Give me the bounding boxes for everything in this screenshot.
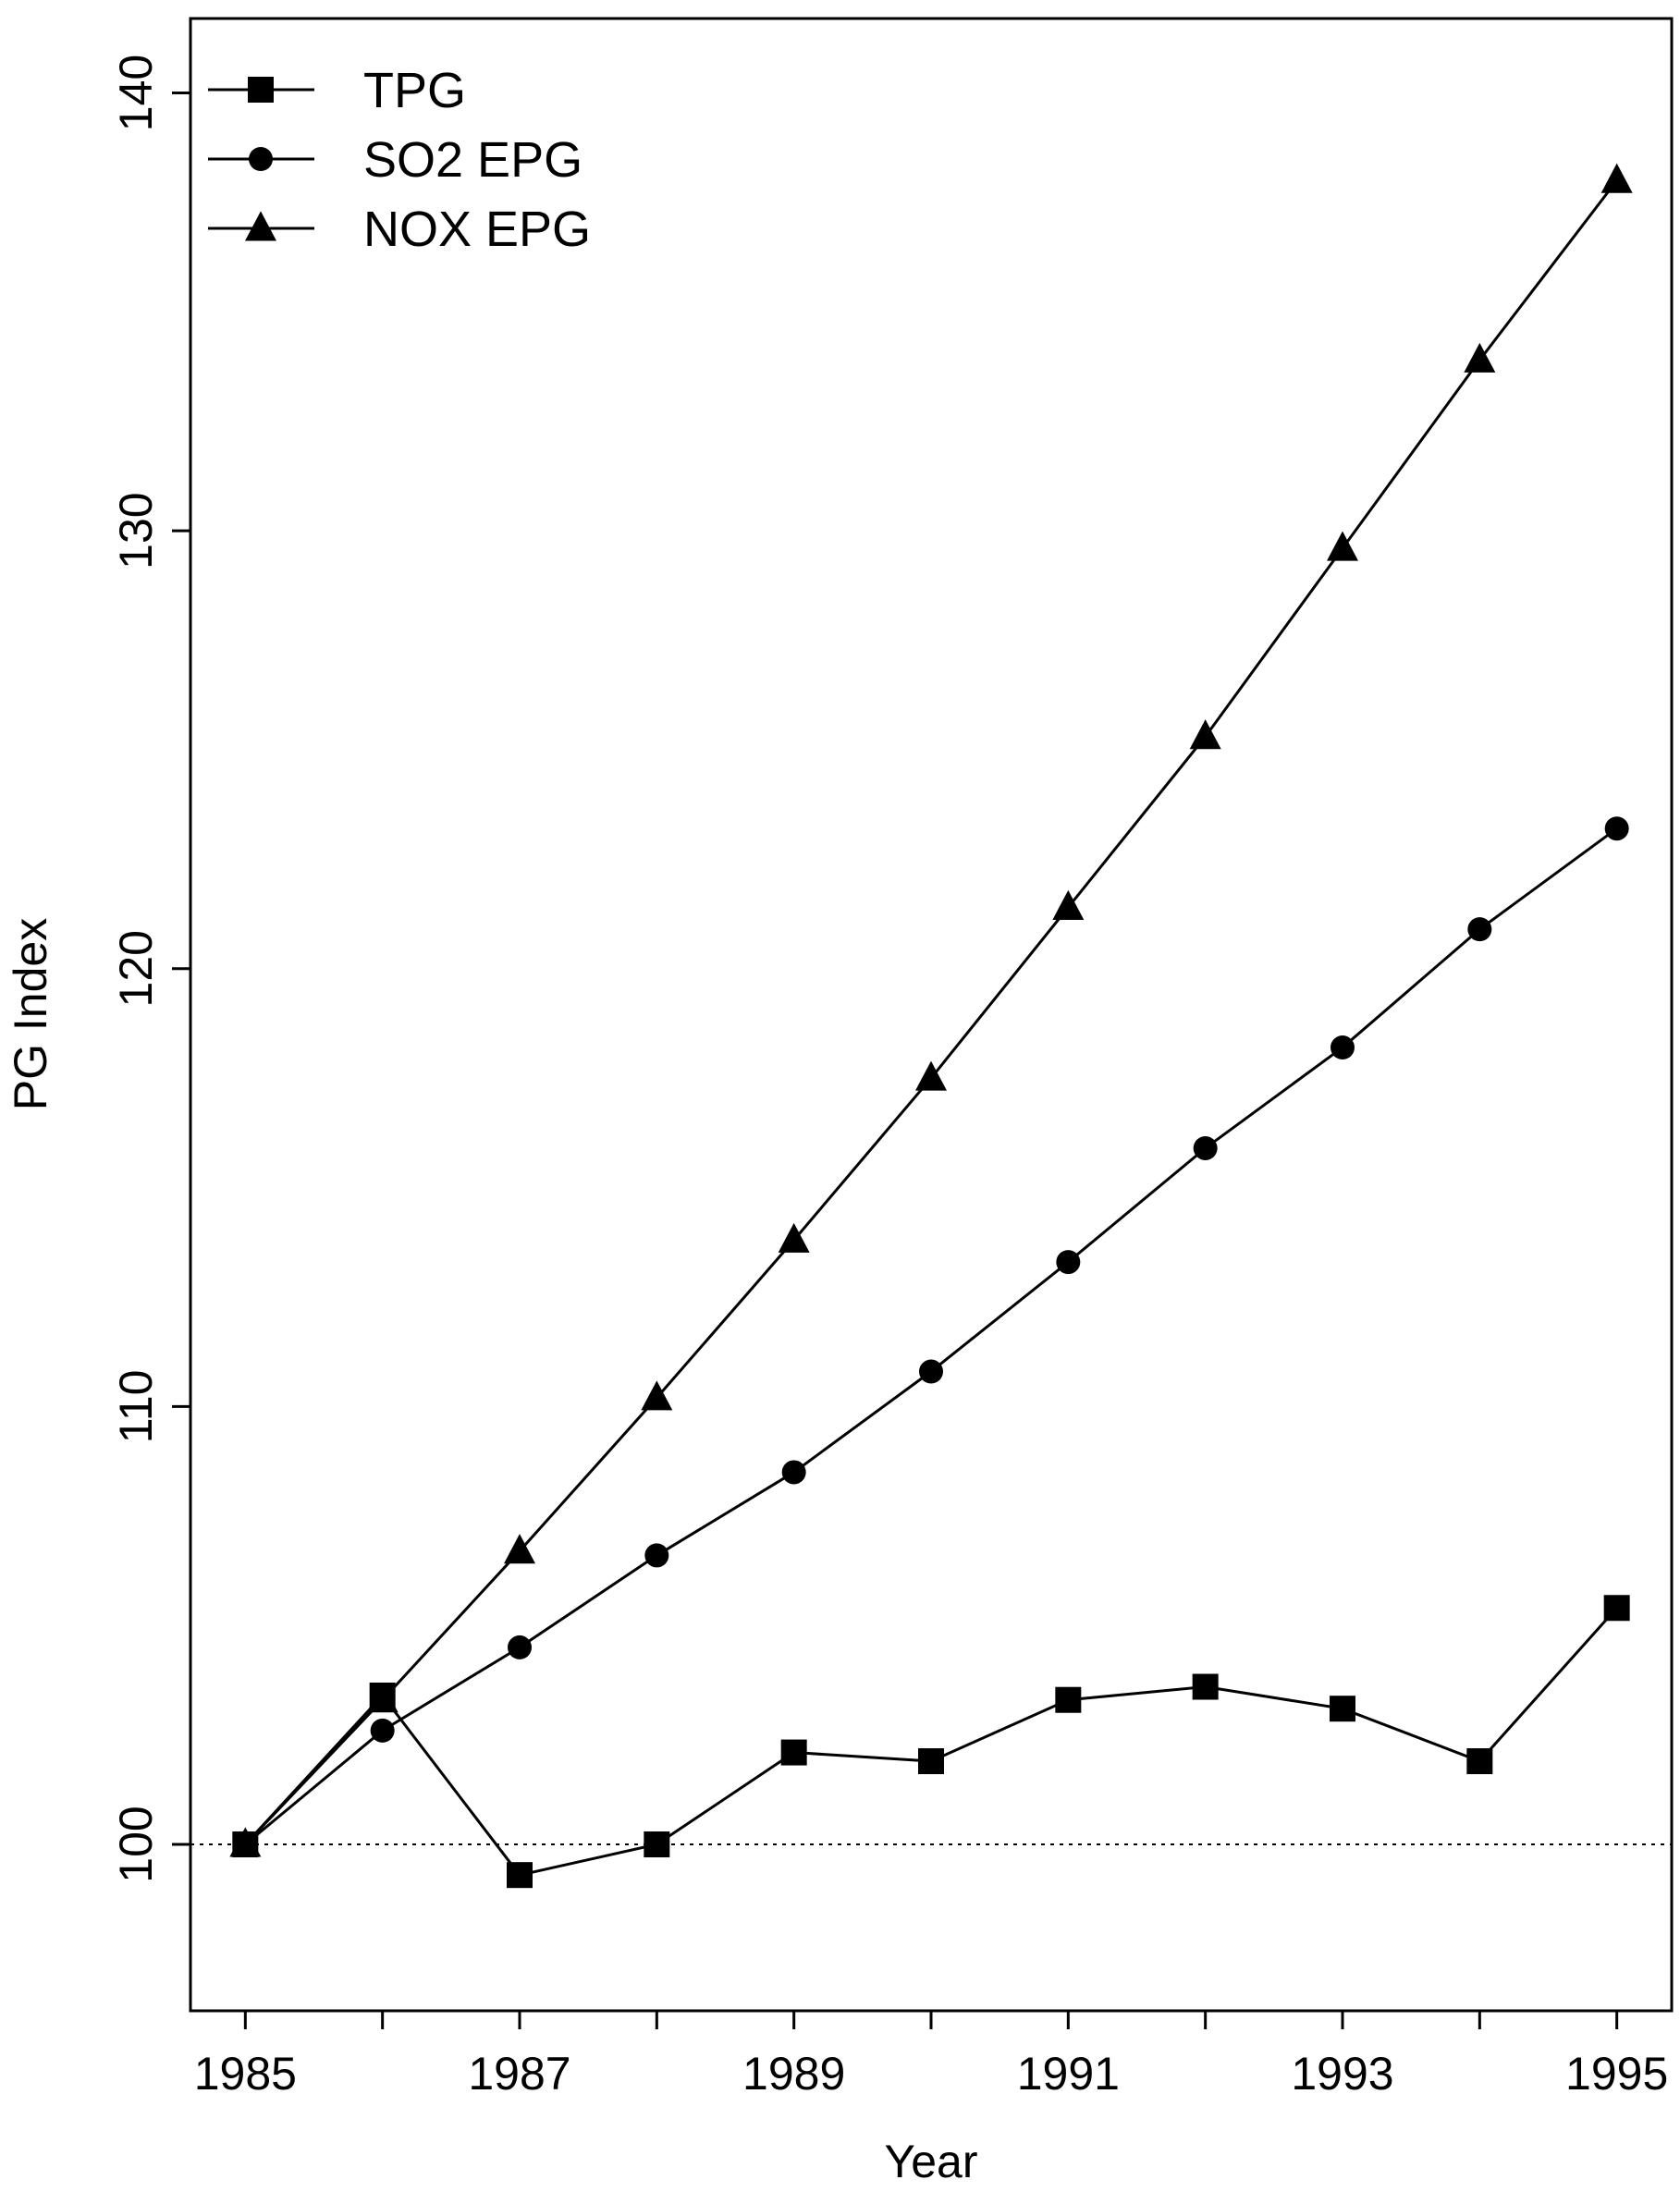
data-point [1055, 1686, 1082, 1713]
data-point [1327, 531, 1358, 561]
legend-item: NOX EPG [208, 202, 591, 257]
data-point [641, 1380, 673, 1411]
data-point [778, 1222, 810, 1253]
data-point [1189, 719, 1221, 750]
y-tick-label: 130 [110, 492, 162, 569]
data-point [370, 1718, 395, 1743]
data-point [229, 1827, 262, 1857]
legend-label: TPG [363, 63, 466, 118]
data-point [781, 1460, 806, 1485]
data-point [366, 1683, 399, 1713]
y-axis: 100 110 120 130 140 [110, 55, 190, 1883]
x-tick-label: 1993 [1291, 2048, 1393, 2100]
series-line [244, 179, 1618, 1846]
series-nox-epg [229, 163, 1633, 1857]
data-point [1604, 816, 1629, 841]
x-tick-label: 1987 [468, 2048, 570, 2100]
legend-item: TPG [208, 63, 466, 118]
data-point [1466, 1748, 1493, 1775]
legend-item: SO2 EPG [208, 132, 582, 188]
y-tick-label: 110 [110, 1370, 162, 1444]
y-axis-title: PG Index [5, 918, 56, 1110]
data-point [918, 1748, 944, 1775]
legend-marker [249, 147, 273, 171]
legend-marker [248, 77, 274, 103]
data-point [507, 1862, 533, 1889]
data-point [1467, 917, 1492, 942]
series-so2-epg [233, 816, 1629, 1857]
x-axis-title: Year [884, 2136, 977, 2187]
x-tick-label: 1991 [1017, 2048, 1120, 2100]
data-point [1331, 1035, 1355, 1060]
data-point [1600, 163, 1633, 193]
x-axis: 1985 1987 1989 1991 1993 1995 [194, 2011, 1668, 2100]
y-tick-label: 120 [110, 930, 162, 1007]
data-point [1056, 1250, 1081, 1275]
x-tick-label: 1985 [194, 2048, 297, 2100]
legend: TPG SO2 EPG NOX EPG [208, 63, 591, 257]
legend-marker [245, 211, 276, 241]
data-point [1192, 1673, 1219, 1700]
data-point [644, 1831, 670, 1858]
y-tick-label: 140 [110, 55, 162, 131]
data-point [1330, 1696, 1355, 1722]
x-tick-label: 1995 [1565, 2048, 1668, 2100]
data-point [780, 1739, 807, 1766]
data-point [504, 1534, 535, 1564]
legend-label: NOX EPG [363, 202, 591, 257]
y-tick-label: 100 [110, 1806, 162, 1882]
data-point [508, 1635, 532, 1659]
series-line [244, 1607, 1618, 1877]
data-point [1464, 342, 1496, 373]
data-point [1052, 889, 1085, 920]
x-tick-label: 1989 [742, 2048, 845, 2100]
data-point [1603, 1595, 1630, 1622]
data-point [919, 1359, 943, 1384]
data-point [644, 1543, 669, 1568]
legend-label: SO2 EPG [363, 132, 582, 188]
series-layer [229, 163, 1633, 1889]
data-point [1193, 1135, 1218, 1160]
data-point [915, 1060, 947, 1091]
series-line [244, 827, 1618, 1846]
